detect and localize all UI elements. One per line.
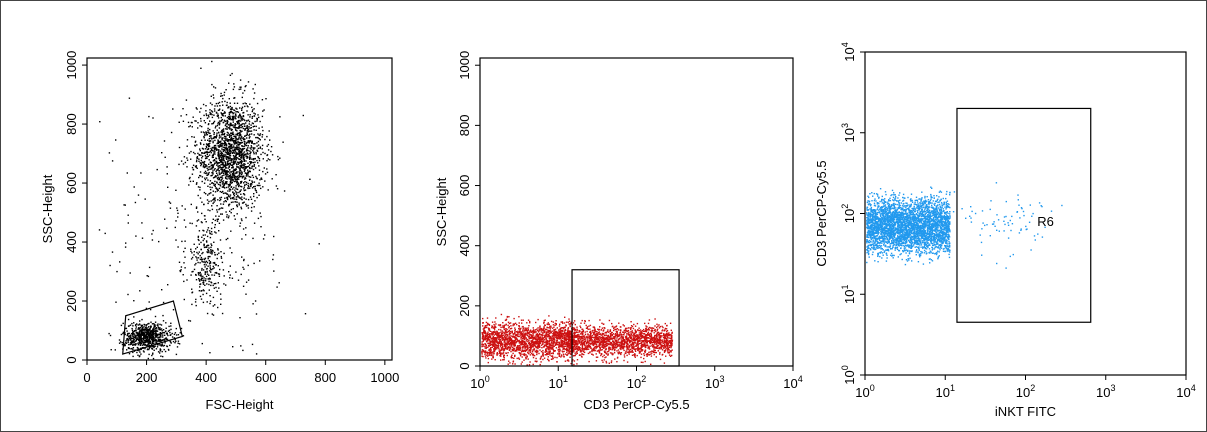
- event-dots: [98, 60, 320, 360]
- y-tick-label: 800: [64, 113, 79, 135]
- x-tick-label: 100: [855, 383, 874, 400]
- y-tick-label: 200: [64, 290, 79, 312]
- x-tick-label: 0: [83, 370, 90, 385]
- chart-panel-1: 0 200 400 600 800 1000 0 200 400 600 800 1000 FSC-He…: [40, 51, 399, 412]
- y-tick-label: 800: [457, 115, 472, 137]
- x-tick-label: 600: [255, 370, 277, 385]
- chart-panel-3: 100 101 102 103 104 100 101 102 103 104 iNKT FITC C…: [814, 42, 1196, 419]
- x-tick-label: 101: [936, 383, 955, 400]
- gate-outline: [122, 300, 184, 355]
- plot-frame: [86, 57, 393, 361]
- x-tick-label: 800: [314, 370, 336, 385]
- gate: [571, 269, 680, 367]
- x-tick-label: 101: [549, 374, 568, 391]
- y-axis-label: SSC-Height: [434, 177, 449, 246]
- y-tick-label: 1000: [457, 51, 472, 80]
- y-tick-label: 104: [840, 42, 857, 61]
- y-tick-label: 103: [840, 123, 857, 142]
- y-tick-label: 102: [840, 204, 857, 223]
- x-tick-label: 400: [195, 370, 217, 385]
- gate-outline: [956, 107, 1092, 323]
- gate-label: R6: [1037, 214, 1054, 229]
- x-tick-label: 200: [136, 370, 158, 385]
- gate: R6: [956, 107, 1092, 323]
- y-tick-label: 600: [457, 175, 472, 197]
- y-axis-label: SSC-Height: [40, 174, 55, 243]
- x-axis-label: CD3 PerCP-Cy5.5: [583, 397, 689, 412]
- event-dots: [866, 182, 1063, 269]
- x-tick-label: 103: [1096, 383, 1115, 400]
- y-axis-label: CD3 PerCP-Cy5.5: [814, 160, 829, 266]
- x-tick-label: 103: [705, 374, 724, 391]
- x-tick-label: 104: [783, 374, 802, 391]
- x-tick-label: 102: [1016, 383, 1035, 400]
- x-axis-label: iNKT FITC: [995, 404, 1056, 419]
- y-tick-label: 0: [64, 356, 79, 363]
- y-tick-label: 400: [64, 231, 79, 253]
- x-tick-label: 102: [627, 374, 646, 391]
- y-tick-label: 400: [457, 235, 472, 257]
- y-tick-label: 1000: [64, 51, 79, 80]
- y-tick-label: 101: [840, 285, 857, 304]
- y-tick-label: 200: [457, 295, 472, 317]
- x-axis-label: FSC-Height: [206, 397, 274, 412]
- x-tick-label: 100: [470, 374, 489, 391]
- y-tick-label: 600: [64, 172, 79, 194]
- gate: [122, 300, 184, 355]
- y-tick-label: 0: [457, 362, 472, 369]
- chart-panel-2: 100 101 102 103 104 0 200 400 600 800 1000 CD3 PerC…: [434, 51, 803, 412]
- event-dots: [481, 313, 674, 366]
- y-tick-label: 100: [840, 365, 857, 384]
- gate-outline: [571, 269, 680, 367]
- x-tick-label: 104: [1176, 383, 1195, 400]
- plot-frame: [479, 57, 794, 367]
- x-tick-label: 1000: [370, 370, 399, 385]
